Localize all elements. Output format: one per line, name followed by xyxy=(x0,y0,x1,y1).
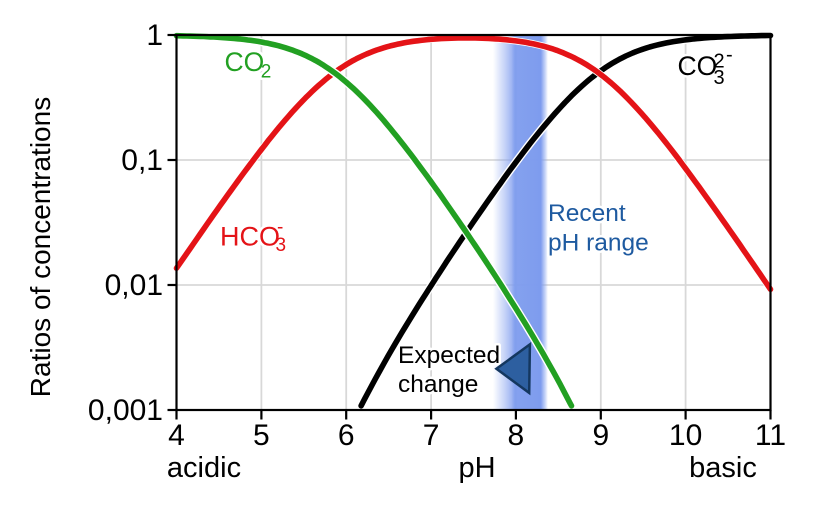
svg-text:CO: CO xyxy=(678,51,718,81)
svg-text:Ratios of concentrations: Ratios of concentrations xyxy=(25,97,56,397)
svg-text:0,01: 0,01 xyxy=(105,269,163,302)
svg-text:basic: basic xyxy=(689,452,757,484)
svg-text:2: 2 xyxy=(714,51,725,73)
svg-text:1: 1 xyxy=(146,19,163,52)
svg-text:Recent: Recent xyxy=(548,200,626,227)
svg-text:8: 8 xyxy=(508,419,525,452)
svg-text:11: 11 xyxy=(755,419,786,452)
svg-text:CO: CO xyxy=(225,47,265,77)
svg-text:pH range: pH range xyxy=(548,230,649,257)
svg-text:pH range: pH range xyxy=(548,230,649,257)
svg-text:Expected: Expected xyxy=(398,342,500,369)
svg-text:-: - xyxy=(277,217,283,238)
svg-text:0,001: 0,001 xyxy=(88,394,163,427)
svg-text:Expected: Expected xyxy=(398,342,500,369)
svg-text:2: 2 xyxy=(261,62,272,83)
svg-text:acidic: acidic xyxy=(167,452,241,484)
svg-text:change: change xyxy=(398,371,478,398)
svg-text:Recent: Recent xyxy=(548,200,626,227)
svg-text:2: 2 xyxy=(261,62,272,83)
svg-text:-: - xyxy=(726,44,733,66)
svg-text:CO: CO xyxy=(678,51,718,81)
svg-text:pH: pH xyxy=(458,452,495,484)
svg-text:3: 3 xyxy=(714,67,725,89)
svg-text:6: 6 xyxy=(338,419,355,452)
svg-text:-: - xyxy=(726,44,733,66)
svg-text:10: 10 xyxy=(669,419,702,452)
svg-text:5: 5 xyxy=(253,419,270,452)
svg-text:HCO: HCO xyxy=(220,222,280,252)
svg-text:3: 3 xyxy=(276,235,287,256)
svg-text:3: 3 xyxy=(276,235,287,256)
svg-text:HCO: HCO xyxy=(220,222,280,252)
svg-text:2: 2 xyxy=(714,51,725,73)
svg-text:9: 9 xyxy=(592,419,609,452)
svg-text:0,1: 0,1 xyxy=(121,144,163,177)
svg-text:7: 7 xyxy=(423,419,440,452)
svg-text:change: change xyxy=(398,371,478,398)
svg-text:4: 4 xyxy=(168,419,185,452)
svg-text:-: - xyxy=(277,217,283,238)
svg-text:CO: CO xyxy=(225,47,265,77)
svg-text:3: 3 xyxy=(714,67,725,89)
